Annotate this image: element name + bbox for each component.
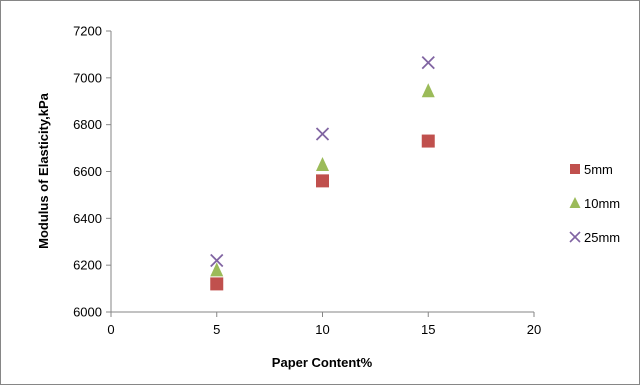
y-tick-label: 6200 — [73, 258, 102, 273]
legend-label: 10mm — [584, 196, 620, 211]
data-point — [421, 55, 435, 70]
legend-item: 5mm — [570, 162, 613, 177]
legend-item: 25mm — [569, 230, 620, 245]
legend-label: 25mm — [584, 230, 620, 245]
x-axis-title: Paper Content% — [272, 355, 373, 370]
legend-marker — [569, 231, 581, 243]
legend-marker — [569, 197, 581, 208]
series-10mm — [210, 83, 435, 277]
data-point — [210, 253, 224, 268]
data-point — [316, 156, 329, 171]
legend-item: 10mm — [569, 196, 620, 211]
data-point — [316, 174, 329, 188]
data-point — [421, 83, 435, 98]
legend-label: 5mm — [584, 162, 613, 177]
data-point — [210, 277, 224, 291]
y-axis: 6000 6200 6400 6600 6800 7000 7200 — [73, 24, 112, 320]
y-tick-label: 7200 — [73, 24, 102, 39]
y-tick-label: 6600 — [73, 164, 102, 179]
y-tick-label: 7000 — [73, 70, 102, 85]
data-point — [210, 262, 224, 277]
y-tick-label: 6800 — [73, 117, 102, 132]
x-tick-label: 0 — [107, 322, 114, 337]
series-25mm — [210, 55, 435, 268]
legend: 5mm 10mm 25mm — [569, 162, 620, 245]
x-tick-label: 5 — [213, 322, 220, 337]
data-point — [315, 127, 330, 141]
y-tick-label: 6000 — [73, 305, 102, 320]
y-axis-title: Modulus of Elasticity,kPa — [36, 92, 51, 249]
x-tick-label: 20 — [527, 322, 541, 337]
x-axis: 0 5 10 15 20 — [107, 311, 541, 337]
y-tick-label: 6400 — [73, 211, 102, 226]
x-tick-label: 10 — [315, 322, 329, 337]
x-tick-label: 15 — [421, 322, 435, 337]
legend-marker — [570, 164, 580, 174]
data-markers — [210, 55, 435, 291]
data-point — [421, 134, 435, 148]
series-5mm — [210, 134, 435, 291]
